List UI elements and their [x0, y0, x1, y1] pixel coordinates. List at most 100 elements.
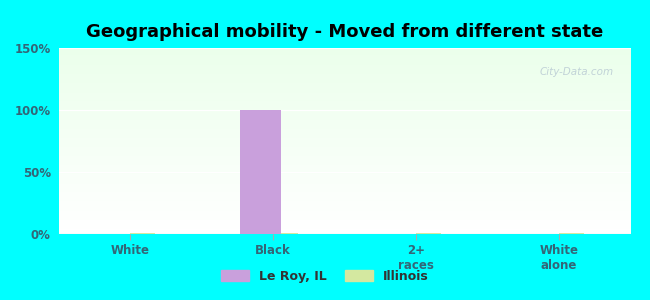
Bar: [58, 59, 630, 60]
Bar: [58, 133, 630, 134]
Bar: [58, 168, 630, 169]
Bar: [58, 198, 630, 199]
Bar: [58, 161, 630, 162]
Bar: [58, 157, 630, 158]
Bar: [58, 152, 630, 153]
Bar: [58, 207, 630, 208]
Bar: [58, 89, 630, 90]
Bar: [58, 160, 630, 161]
Bar: [58, 139, 630, 140]
Bar: [58, 146, 630, 147]
Bar: [58, 202, 630, 203]
Bar: [58, 130, 630, 131]
Bar: [58, 233, 630, 234]
Bar: [58, 206, 630, 207]
Bar: [58, 203, 630, 204]
Bar: [58, 82, 630, 83]
Bar: [58, 99, 630, 100]
Bar: [58, 106, 630, 107]
Bar: [58, 90, 630, 91]
Bar: [58, 196, 630, 197]
Bar: [58, 61, 630, 62]
Bar: [58, 205, 630, 206]
Bar: [58, 112, 630, 113]
Bar: [58, 214, 630, 215]
Bar: [58, 65, 630, 66]
Bar: [58, 74, 630, 75]
Bar: [58, 91, 630, 92]
Bar: [58, 79, 630, 80]
Bar: [58, 132, 630, 133]
Bar: [58, 85, 630, 86]
Bar: [58, 82, 630, 83]
Bar: [58, 195, 630, 196]
Bar: [58, 171, 630, 172]
Bar: [58, 78, 630, 79]
Bar: [58, 102, 630, 103]
Bar: [58, 181, 630, 182]
Bar: [58, 97, 630, 98]
Bar: [58, 169, 630, 170]
Bar: [58, 155, 630, 156]
Bar: [58, 55, 630, 56]
Bar: [58, 92, 630, 93]
Bar: [58, 77, 630, 78]
Bar: [58, 144, 630, 145]
Bar: [58, 141, 630, 142]
Bar: [58, 53, 630, 54]
Bar: [58, 143, 630, 144]
Bar: [58, 183, 630, 184]
Bar: [58, 170, 630, 171]
Bar: [58, 62, 630, 63]
Bar: [58, 149, 630, 150]
Bar: [58, 57, 630, 58]
Bar: [58, 98, 630, 99]
Bar: [58, 95, 630, 96]
Bar: [58, 138, 630, 139]
Bar: [58, 64, 630, 65]
Bar: [58, 194, 630, 195]
Bar: [58, 185, 630, 186]
Bar: [58, 231, 630, 232]
Bar: [58, 125, 630, 126]
Bar: [58, 126, 630, 127]
Bar: [58, 225, 630, 226]
Bar: [58, 103, 630, 104]
Bar: [58, 100, 630, 101]
Bar: [58, 148, 630, 149]
Legend: Le Roy, IL, Illinois: Le Roy, IL, Illinois: [216, 265, 434, 288]
Bar: [58, 110, 630, 111]
Bar: [58, 83, 630, 84]
Bar: [58, 124, 630, 125]
Bar: [58, 154, 630, 155]
Bar: [58, 80, 630, 82]
Bar: [58, 58, 630, 59]
Bar: [58, 193, 630, 194]
Bar: [58, 147, 630, 148]
Bar: [58, 162, 630, 163]
Bar: [58, 216, 630, 217]
Bar: [58, 211, 630, 212]
Bar: [58, 68, 630, 69]
Bar: [58, 50, 630, 51]
Bar: [58, 96, 630, 97]
Bar: [58, 128, 630, 129]
Bar: [58, 76, 630, 77]
Bar: [58, 192, 630, 193]
Bar: [58, 212, 630, 213]
Bar: [58, 232, 630, 233]
Bar: [58, 151, 630, 152]
Bar: [58, 187, 630, 188]
Bar: [58, 88, 630, 89]
Bar: [58, 200, 630, 202]
Bar: [58, 153, 630, 154]
Bar: [58, 115, 630, 116]
Bar: [58, 49, 630, 50]
Bar: [58, 178, 630, 179]
Bar: [58, 123, 630, 124]
Bar: [58, 136, 630, 137]
Bar: [58, 122, 630, 123]
Bar: [58, 145, 630, 146]
Bar: [58, 120, 630, 121]
Bar: [58, 219, 630, 220]
